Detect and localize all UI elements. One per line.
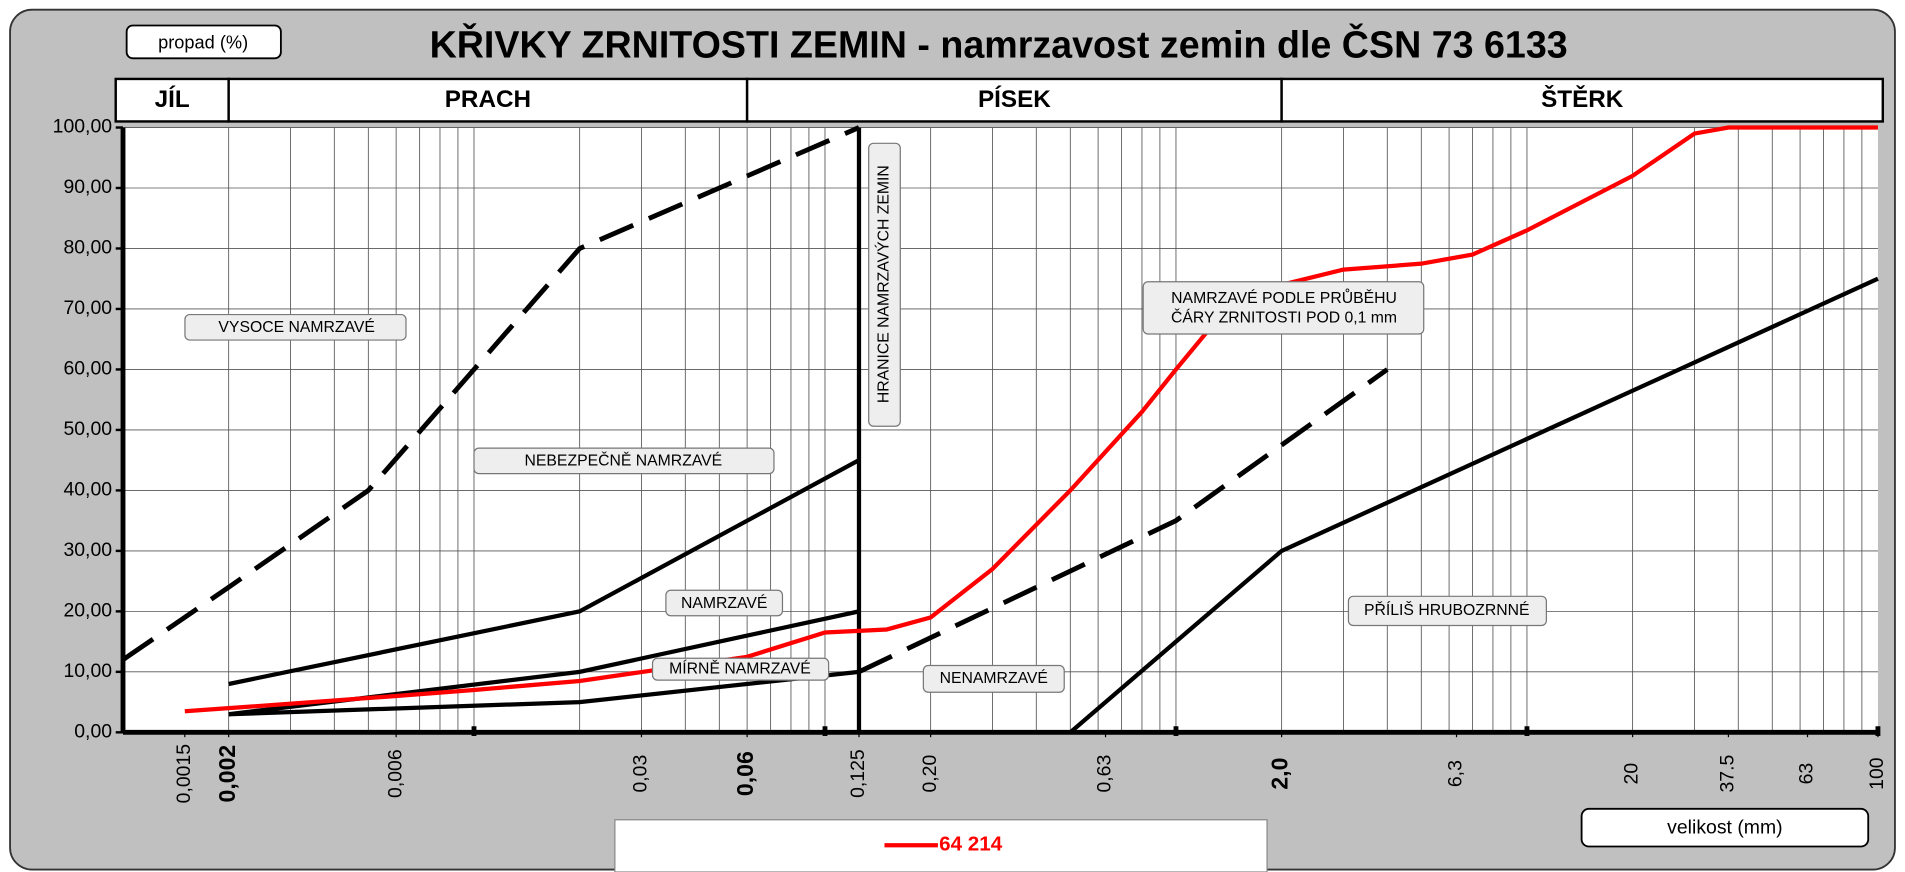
y-tick-label: 40,00: [63, 479, 112, 501]
legend-label: 64 214: [939, 833, 1003, 856]
x-tick-label: 0,002: [214, 745, 240, 803]
y-axis-label: propad (%): [158, 33, 248, 53]
y-tick-label: 80,00: [63, 237, 112, 259]
soil-class-label: ŠTĚRK: [1541, 85, 1624, 113]
x-tick-label: 0,03: [630, 755, 652, 793]
annotation: MÍRNĚ NAMRZAVÉ: [669, 658, 811, 677]
y-tick-label: 0,00: [74, 720, 112, 742]
annotation-box: [868, 142, 901, 427]
soil-class-label: JÍL: [155, 85, 190, 113]
boundary-line: [228, 669, 860, 717]
annotation: HRANICE NAMRZAVÝCH ZEMIN: [874, 165, 893, 403]
soil-class-cell: [1280, 77, 1885, 123]
annotation-box: [1142, 281, 1425, 335]
x-axis-label: velikost (mm): [1667, 816, 1782, 838]
boundary-line: [857, 367, 1389, 675]
annotation-box: [1347, 595, 1547, 627]
x-tick-label: 6,3: [1445, 760, 1467, 787]
annotation: NENAMRZAVÉ: [940, 668, 1048, 687]
y-tick-label: 60,00: [63, 358, 112, 380]
annotation: VYSOCE NAMRZAVÉ: [218, 317, 375, 336]
xlabel-box: [1580, 807, 1870, 848]
legend-box: [614, 819, 1268, 872]
annotation-box: [651, 657, 830, 681]
annotation: NAMRZAVÉ: [681, 593, 767, 612]
chart-title: KŘIVKY ZRNITOSTI ZEMIN - namrzavost zemi…: [430, 23, 1568, 65]
x-tick-label: 0,06: [732, 751, 758, 796]
x-tick-label: 100: [1866, 757, 1888, 790]
ylabel-box: [125, 24, 282, 60]
x-tick-label: 63: [1796, 763, 1818, 785]
boundary-line: [1068, 276, 1879, 734]
series-line: [184, 125, 1878, 714]
soil-class-label: PRACH: [445, 86, 531, 113]
soil-class-cell: [114, 77, 230, 123]
y-tick-label: 50,00: [63, 418, 112, 440]
annotation: NEBEZPEČNĚ NAMRZAVÉ: [525, 451, 723, 470]
x-tick-label: 0,63: [1094, 755, 1116, 793]
x-tick-label: 0,0015: [173, 744, 195, 803]
soil-class-cell: [745, 77, 1283, 123]
x-tick-label: 0,006: [384, 749, 406, 798]
x-tick-label: 20: [1621, 763, 1643, 785]
annotation: ČÁRY ZRNITOSTI POD 0,1 mm: [1171, 307, 1397, 326]
y-tick-label: 70,00: [63, 297, 112, 319]
annotation-box: [473, 447, 775, 475]
annotation-box: [665, 589, 784, 617]
boundary-line: [121, 125, 860, 662]
y-tick-label: 90,00: [63, 176, 112, 198]
y-tick-label: 30,00: [63, 539, 112, 561]
y-tick-label: 100,00: [53, 116, 113, 138]
annotation-box: [184, 313, 407, 341]
annotation-box: [922, 664, 1065, 693]
boundary-line: [228, 458, 860, 687]
annotation: PŘÍLIŠ HRUBOZRNNÉ: [1364, 600, 1530, 619]
x-tick-label: 0,125: [847, 749, 869, 798]
annotation: NAMRZAVÉ PODLE PRŮBĚHU: [1171, 288, 1397, 307]
x-tick-label: 37.5: [1717, 755, 1739, 793]
soil-class-label: PÍSEK: [978, 85, 1051, 113]
x-tick-label: 0,20: [919, 755, 941, 793]
x-tick-label: 2,0: [1267, 758, 1293, 790]
y-tick-label: 10,00: [63, 660, 112, 682]
y-tick-label: 20,00: [63, 599, 112, 621]
